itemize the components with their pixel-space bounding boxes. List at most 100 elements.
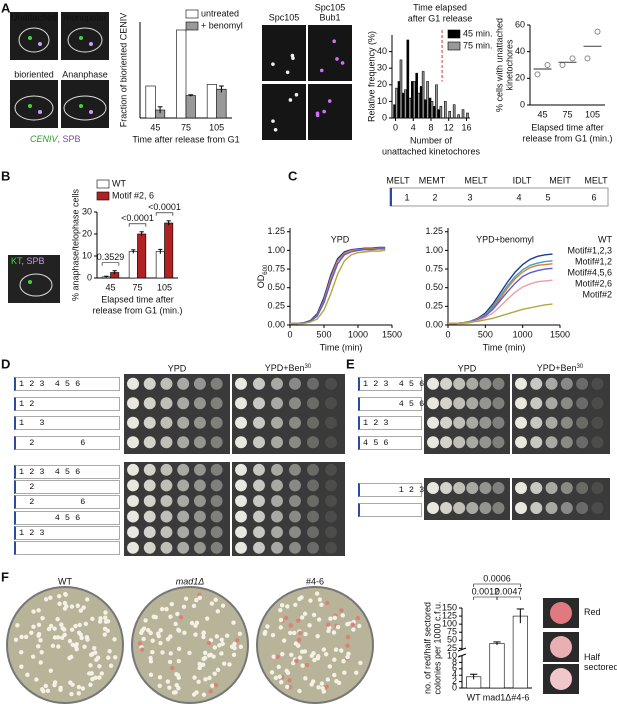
colony xyxy=(170,665,175,671)
bar xyxy=(443,101,447,119)
y-axis-label: Fraction of bioriented CENIV xyxy=(118,13,128,128)
colony xyxy=(85,597,90,602)
y-axis-label: OD600 xyxy=(256,264,268,288)
colony xyxy=(345,634,351,640)
colony-spot xyxy=(193,541,206,554)
y-tick-label: 0 xyxy=(520,99,525,109)
colony xyxy=(137,641,143,646)
colony xyxy=(38,638,43,643)
kinetochore-dot xyxy=(28,280,32,284)
kinetochore-dot xyxy=(28,104,32,108)
colony xyxy=(332,672,337,678)
significance-bracket xyxy=(101,262,120,266)
colony xyxy=(231,620,236,625)
bar xyxy=(489,643,505,689)
spb-dot xyxy=(38,42,42,46)
colony-spot xyxy=(440,482,453,494)
colony-spot xyxy=(545,377,558,390)
y-tick-label: 0.25 xyxy=(267,301,285,311)
colony xyxy=(297,630,303,636)
y-tick-label: 10 xyxy=(377,96,387,106)
colony-spot xyxy=(576,377,589,390)
colony xyxy=(342,670,347,675)
colony xyxy=(235,638,240,643)
construct-row: 1 2 3 4 5 6 xyxy=(14,465,120,479)
colony-spot xyxy=(289,526,301,539)
colony xyxy=(178,615,184,620)
y-tick-label: 40 xyxy=(377,46,387,56)
column-header: YPD xyxy=(458,363,477,373)
colony xyxy=(36,633,41,638)
colony-spot xyxy=(160,377,173,390)
bar xyxy=(426,81,429,119)
colony-spot xyxy=(325,495,337,507)
colony xyxy=(214,634,220,639)
colony-spot xyxy=(143,436,156,449)
colony xyxy=(81,605,86,610)
colony xyxy=(194,597,199,603)
colony-spot xyxy=(289,510,301,523)
colony-spot xyxy=(307,526,319,539)
colony-spot xyxy=(466,502,479,514)
fluor-dot xyxy=(322,109,326,114)
colony-spot xyxy=(210,397,223,410)
colony-spot xyxy=(177,397,190,410)
example-label: Half sectored xyxy=(584,652,617,672)
y-axis-label: % anaphase/telophase cells xyxy=(70,188,80,301)
y-axis-label: Relative frequency (%) xyxy=(366,31,376,122)
colony xyxy=(97,619,103,624)
colony xyxy=(325,600,330,606)
colony-spot xyxy=(492,482,505,494)
colony xyxy=(76,691,82,696)
colony-spot xyxy=(440,416,453,429)
micrograph xyxy=(61,80,109,128)
colony xyxy=(278,625,283,630)
colony-spot xyxy=(427,436,439,449)
spb-dot xyxy=(38,110,42,114)
colony xyxy=(325,677,331,682)
colony xyxy=(36,608,41,613)
colony xyxy=(312,657,317,663)
colony-spot xyxy=(325,397,337,410)
colony-spot xyxy=(160,526,173,539)
spb-dot xyxy=(89,110,93,114)
micrograph xyxy=(262,25,306,81)
colony-spot xyxy=(143,541,156,554)
colony xyxy=(276,664,281,670)
colony xyxy=(168,634,173,639)
x-axis-label: release from G1 (min.) xyxy=(92,305,182,315)
colony-spot xyxy=(253,526,265,539)
colony-spot xyxy=(271,377,283,390)
column-header: YPD+Ben30 xyxy=(265,363,312,373)
colony-spot xyxy=(271,479,283,492)
colony-spot xyxy=(253,479,265,492)
stain-label: CENIV, SPB xyxy=(30,134,81,144)
significance-bracket xyxy=(496,596,521,600)
colony xyxy=(139,647,145,652)
colony-spot xyxy=(560,416,573,429)
spot-plate xyxy=(424,478,510,520)
colony-spot xyxy=(289,436,301,449)
x-axis-label: Time (min) xyxy=(483,342,526,352)
motif-name: IDLT xyxy=(513,175,532,185)
stain-purple: , SPB xyxy=(58,134,81,144)
construct-row: 1 2 3 xyxy=(358,416,422,430)
colony-spot xyxy=(271,495,283,507)
colony-spot xyxy=(530,502,543,514)
colony xyxy=(220,603,226,608)
spot-plate xyxy=(124,462,230,556)
colony xyxy=(39,649,44,655)
colony-spot xyxy=(127,436,139,449)
colony xyxy=(148,630,153,636)
colony-spot xyxy=(440,377,453,390)
colony xyxy=(36,644,41,649)
colony-spot xyxy=(289,463,301,476)
colony xyxy=(317,597,323,602)
legend-label: Motif#2,6 xyxy=(575,278,612,288)
colony-spot xyxy=(235,463,247,476)
colony xyxy=(271,654,276,659)
colony-spot xyxy=(530,397,543,410)
colony-spot xyxy=(177,541,190,554)
replicate-point xyxy=(534,71,541,78)
motif-number: 5 xyxy=(545,192,550,202)
